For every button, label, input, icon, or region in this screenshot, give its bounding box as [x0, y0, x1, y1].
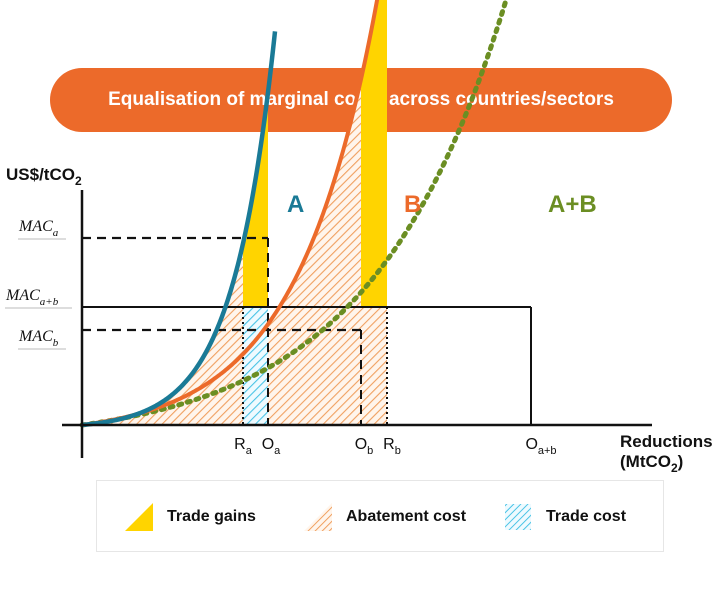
curve-a-plus-b [79, 0, 509, 428]
abatement-cost-area-a [82, 243, 243, 425]
trade-cost-area [243, 307, 268, 425]
legend-item-abatement-cost: Abatement cost [302, 481, 466, 553]
abatement-cost-area-b [82, 0, 387, 425]
curve-b-label: B [404, 191, 421, 218]
legend-item-trade-cost: Trade cost [502, 481, 626, 553]
legend: Trade gains Abatement cost Trade cost [96, 480, 664, 552]
y-axis-label: US$/tCO2 [6, 165, 82, 188]
x-tick-o-b: Ob [355, 436, 374, 457]
legend-item-trade-gains: Trade gains [123, 481, 256, 553]
trade-gain-area-b [361, 0, 387, 307]
y-tick-mac-a: MACa [18, 218, 59, 239]
y-tick-mac-ab: MACa+b [5, 287, 59, 308]
curve-a-label: A [287, 191, 304, 218]
curve-a [81, 31, 278, 428]
x-tick-o-a: Oa [262, 436, 281, 457]
x-axis-label-line2: (MtCO2) [620, 452, 683, 475]
trade-gains-triangle-icon [125, 503, 153, 531]
abatement-cost-hatched-triangle-icon [304, 503, 332, 531]
x-tick-r-a: Ra [234, 436, 253, 457]
x-tick-r-b: Rb [383, 436, 401, 457]
x-axis-label-line1: Reductions [620, 432, 713, 451]
curve-ab-label: A+B [548, 191, 597, 218]
legend-label-abatement-cost: Abatement cost [346, 508, 467, 525]
x-tick-o-ab: Oa+b [525, 436, 556, 457]
trade-cost-hatched-square-icon [505, 504, 531, 530]
legend-label-trade-gains: Trade gains [167, 508, 256, 525]
y-tick-mac-b: MACb [18, 328, 59, 349]
legend-label-trade-cost: Trade cost [546, 508, 627, 525]
